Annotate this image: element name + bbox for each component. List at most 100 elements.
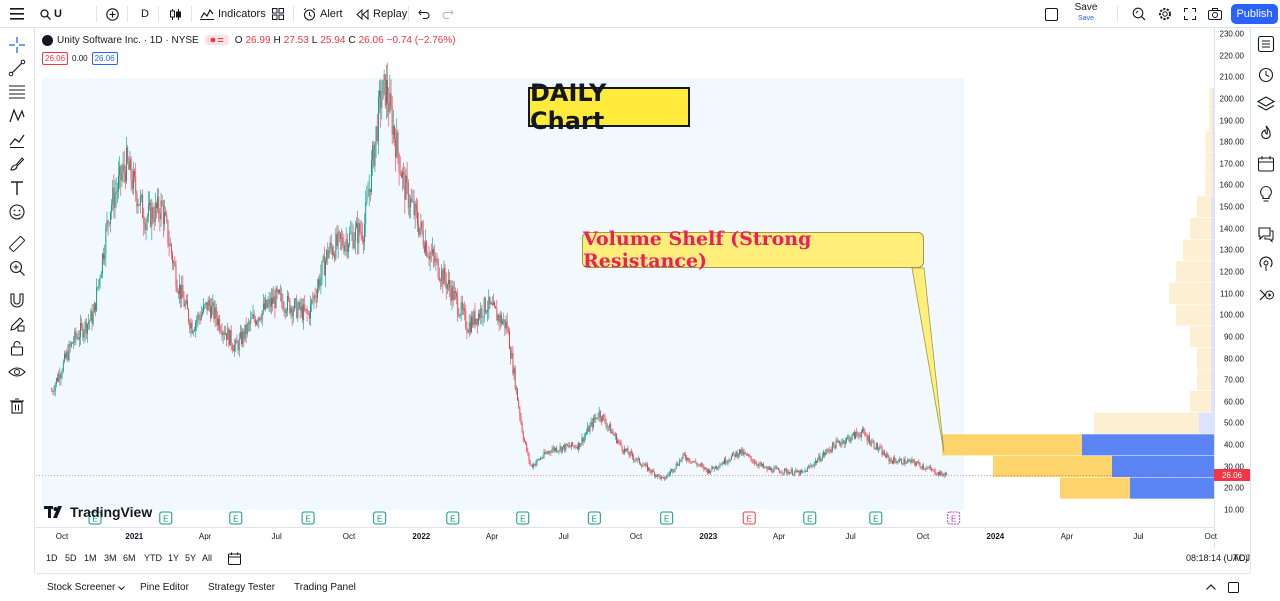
fib-retracement-icon[interactable] (8, 83, 26, 101)
brush-icon[interactable] (8, 155, 26, 173)
replay-button[interactable]: Replay (356, 0, 407, 28)
trash-icon[interactable] (8, 397, 26, 415)
publish-button[interactable]: Publish (1231, 4, 1278, 24)
symbol-search-button[interactable]: U (40, 0, 62, 28)
chevron-up-icon[interactable] (1206, 584, 1216, 590)
go-to-date-icon[interactable] (228, 552, 241, 565)
earnings-marker[interactable] (516, 511, 530, 525)
range-button-3m[interactable]: 3M (104, 553, 117, 563)
earnings-marker-label: E (592, 515, 597, 524)
legend-low-label: L (311, 34, 318, 46)
layers-icon[interactable] (1257, 95, 1275, 113)
utc-clock[interactable]: 08:18:14 (UTC) (1186, 553, 1249, 563)
range-button-ytd[interactable]: YTD (144, 553, 162, 563)
magnet-icon[interactable] (8, 291, 26, 309)
interval-button[interactable]: D (141, 0, 149, 28)
lock-icon[interactable] (8, 339, 26, 357)
chevron-down-icon[interactable] (118, 586, 125, 590)
earnings-marker[interactable] (373, 511, 387, 525)
calendar-icon[interactable] (1257, 155, 1275, 173)
layout-toggle-button[interactable] (1045, 0, 1058, 28)
chart-type-button[interactable] (169, 0, 182, 28)
range-button-1m[interactable]: 1M (84, 553, 97, 563)
candle-body (250, 318, 252, 325)
ruler-icon[interactable] (8, 235, 26, 253)
crosshair-icon[interactable] (8, 36, 26, 54)
volume-shelf-callout[interactable]: Volume Shelf (Strong Resistance) (582, 228, 924, 272)
templates-button[interactable] (272, 0, 284, 28)
prediction-icon[interactable] (8, 131, 26, 149)
sell-price-box[interactable]: 26.06 (42, 51, 69, 65)
adjust-data-toggle[interactable]: ADJ (1233, 553, 1251, 563)
range-button-6m[interactable]: 6M (123, 553, 136, 563)
volume-profile-sell-bar (1112, 455, 1214, 478)
save-sublabel: Save (1078, 15, 1094, 22)
earnings-marker[interactable] (159, 511, 173, 525)
candle-body (621, 445, 623, 451)
earnings-marker[interactable] (869, 511, 883, 525)
legend-symbol[interactable]: Unity Software Inc. · 1D · NYSE (57, 34, 199, 46)
settings-button[interactable] (1158, 0, 1172, 28)
range-button-5y[interactable]: 5Y (185, 553, 197, 563)
fullscreen-button[interactable] (1184, 0, 1196, 28)
tab-stock-screener[interactable]: Stock Screener (47, 582, 116, 593)
zoom-in-icon[interactable] (8, 259, 26, 277)
range-button-1d[interactable]: 1D (46, 553, 58, 563)
hotlist-flame-icon[interactable] (1257, 125, 1275, 143)
daily-chart-annotation[interactable]: DAILY Chart (528, 79, 690, 135)
range-button-5d[interactable]: 5D (65, 553, 77, 563)
chat-icon[interactable] (1257, 225, 1275, 243)
price-axis[interactable]: 230.00 220.00 210.00 200.00 190.00 180.00 170.… (1214, 28, 1250, 548)
alert-button[interactable]: Alert (303, 0, 343, 28)
maximize-panel-icon[interactable] (1228, 582, 1239, 593)
tab-trading-panel[interactable]: Trading Panel (294, 582, 356, 593)
candle-body (868, 436, 870, 444)
watchlist-icon[interactable] (1257, 35, 1275, 53)
candle-body (889, 459, 891, 462)
earnings-marker[interactable] (660, 511, 674, 525)
trend-line-icon[interactable] (8, 59, 26, 77)
emoji-icon[interactable] (8, 203, 26, 221)
play-forward-icon[interactable] (1257, 286, 1275, 304)
earnings-marker[interactable] (587, 511, 601, 525)
eye-icon[interactable] (8, 363, 26, 381)
ideas-bulb-icon[interactable] (1257, 185, 1275, 203)
price-tick: 30.00 (1223, 462, 1244, 472)
price-tick: 40.00 (1223, 440, 1244, 450)
pattern-icon[interactable] (8, 107, 26, 125)
candle-body (613, 433, 615, 436)
candle-body (310, 303, 311, 319)
legend-flags-icon[interactable] (204, 35, 229, 45)
alerts-clock-icon[interactable] (1257, 65, 1275, 83)
undo-button[interactable] (418, 0, 430, 28)
lock-drawing-pencil-icon[interactable] (8, 315, 26, 333)
earnings-marker[interactable] (803, 511, 817, 525)
buy-price-box[interactable]: 26.06 (91, 51, 118, 65)
earnings-marker[interactable] (301, 511, 315, 525)
tab-strategy-tester[interactable]: Strategy Tester (208, 582, 276, 593)
save-button[interactable]: Save Save (1068, 3, 1104, 25)
earnings-marker[interactable] (88, 511, 102, 525)
earnings-marker[interactable] (446, 511, 460, 525)
broadcast-icon[interactable] (1257, 255, 1275, 273)
earnings-marker[interactable] (947, 511, 961, 525)
tab-pine-editor[interactable]: Pine Editor (140, 582, 189, 593)
indicators-button[interactable]: Indicators (200, 0, 266, 28)
range-button-1y[interactable]: 1Y (168, 553, 180, 563)
time-axis[interactable]: Oct 2021 Apr Jul Oct 2022 Apr Jul Oct 2023 Apr Jul O… (36, 527, 1217, 547)
text-icon[interactable] (8, 179, 26, 197)
earnings-marker[interactable] (742, 511, 756, 525)
compare-symbol-button[interactable] (106, 0, 119, 28)
volume-profile-buy-bar (1197, 369, 1211, 391)
range-button-all[interactable]: All (202, 553, 213, 563)
candle-body (114, 193, 116, 209)
snapshot-button[interactable] (1208, 0, 1222, 28)
menu-icon[interactable] (10, 0, 24, 28)
quick-search-button[interactable] (1132, 0, 1146, 28)
candle-body (214, 307, 216, 319)
redo-button[interactable] (442, 0, 454, 28)
earnings-marker[interactable] (229, 511, 243, 525)
tradingview-logo[interactable]: TradingView (44, 504, 152, 520)
